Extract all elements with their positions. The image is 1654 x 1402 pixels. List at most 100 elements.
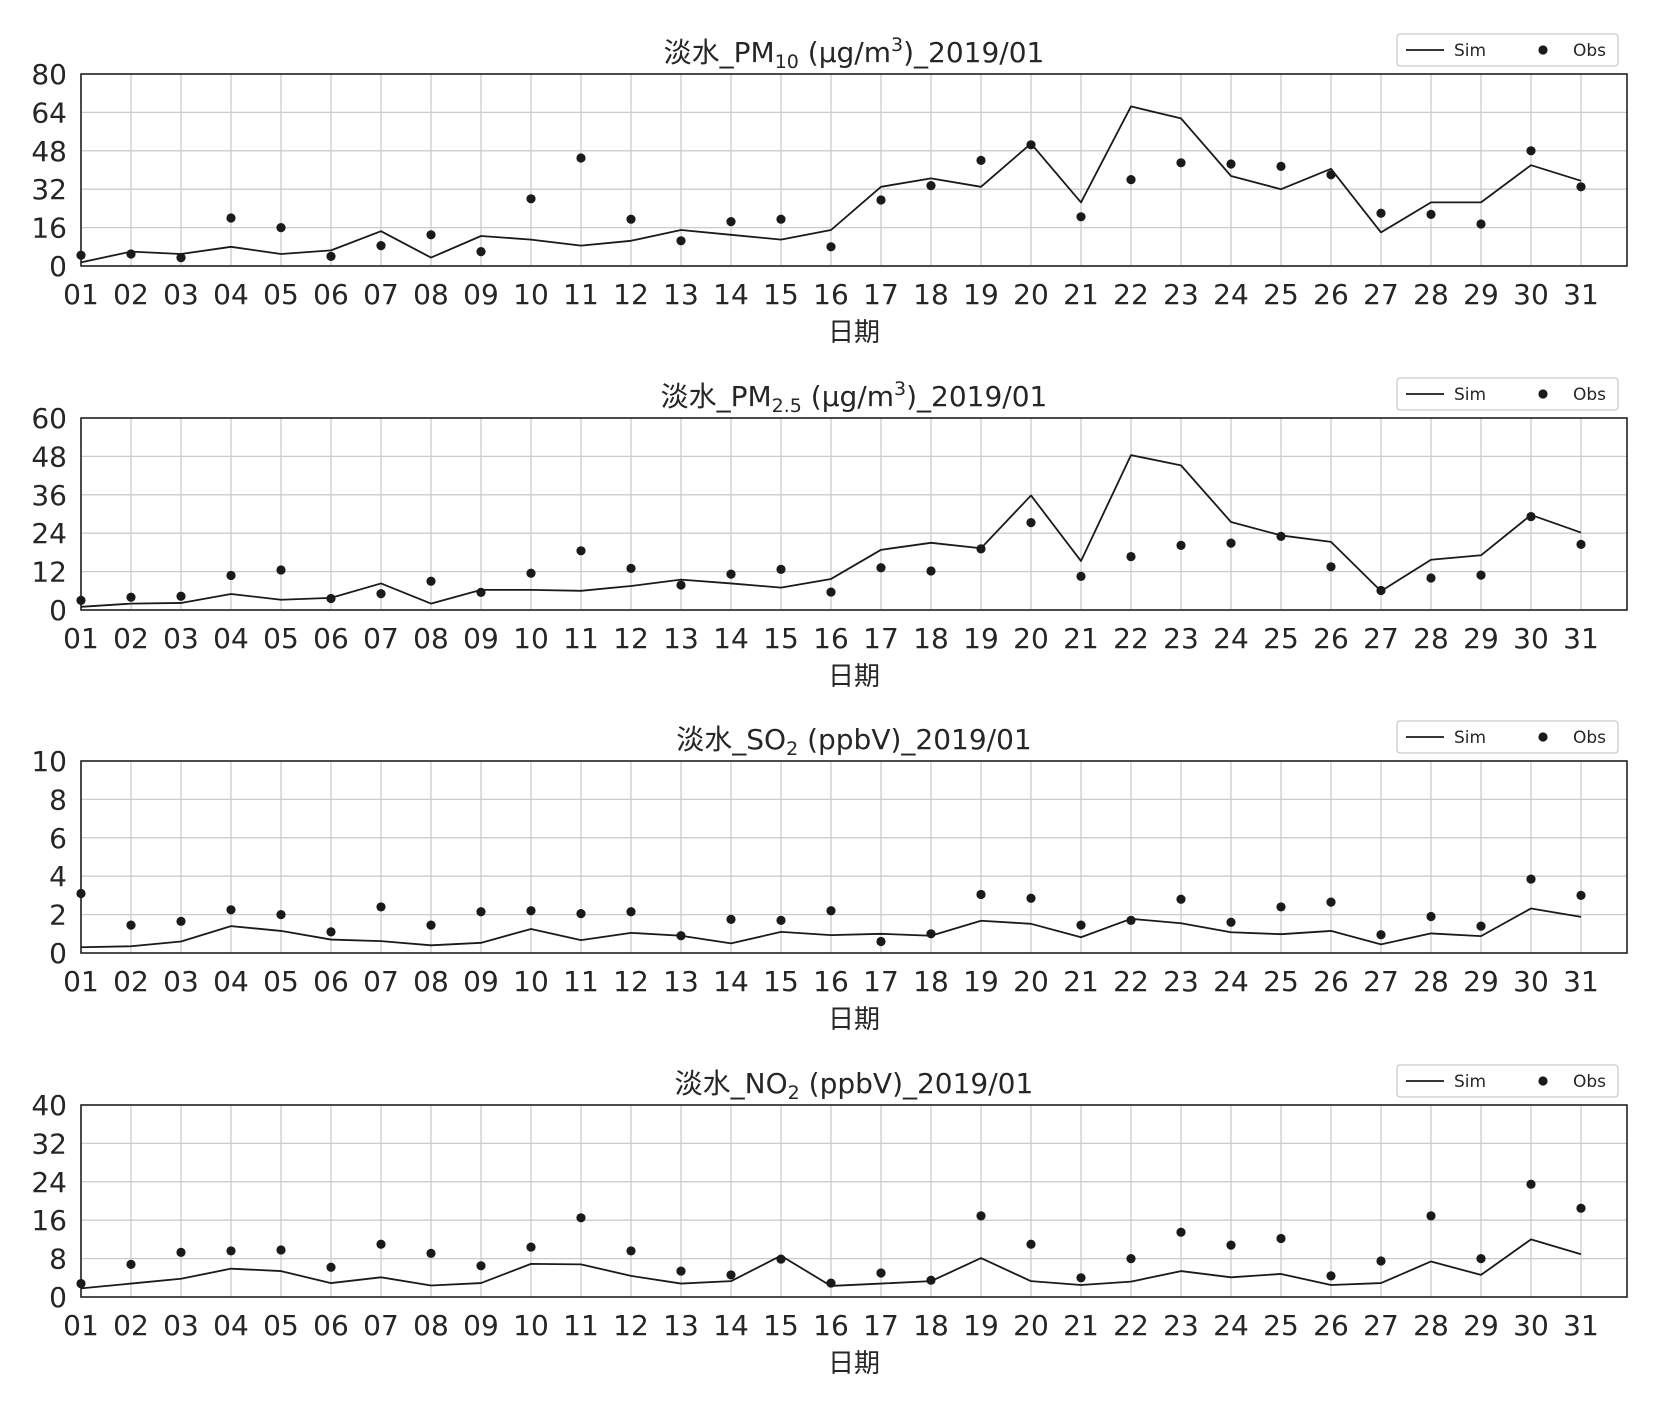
x-tick-label: 04: [213, 965, 249, 998]
gridlines: [80, 760, 1627, 954]
obs-point: [826, 587, 836, 597]
obs-point: [1026, 140, 1036, 150]
obs-point: [576, 1213, 586, 1223]
obs-point: [1476, 921, 1486, 931]
x-tick-label: 02: [113, 622, 149, 655]
obs-point: [176, 916, 186, 926]
x-tick-label: 22: [1113, 1309, 1149, 1342]
x-tick-label: 30: [1513, 1309, 1549, 1342]
obs-point: [876, 195, 886, 205]
y-tick-label: 2: [49, 899, 67, 932]
obs-point: [276, 1245, 286, 1255]
obs-point: [976, 889, 986, 900]
y-tick-label: 24: [31, 1166, 67, 1199]
x-axis-label: 日期: [828, 1005, 880, 1035]
obs-point: [1376, 1256, 1386, 1266]
obs-point: [976, 1211, 986, 1221]
x-tick-label: 07: [363, 1309, 399, 1342]
x-tick-label: 09: [463, 622, 499, 655]
obs-point: [576, 909, 586, 919]
x-tick-label: 22: [1113, 965, 1149, 998]
x-tick-label: 12: [613, 278, 649, 311]
x-tick-label: 21: [1063, 622, 1099, 655]
x-tick-label: 04: [213, 1309, 249, 1342]
x-tick-label: 09: [463, 1309, 499, 1342]
legend-box: [1396, 377, 1619, 411]
x-tick-label: 05: [263, 622, 299, 655]
x-tick-label: 26: [1313, 278, 1349, 311]
obs-point: [676, 236, 686, 246]
x-tick-label: 08: [413, 622, 449, 655]
x-tick-label: 20: [1013, 278, 1049, 311]
obs-point: [976, 155, 986, 165]
x-tick-label: 11: [563, 278, 599, 311]
obs-point: [426, 576, 436, 586]
obs-point: [1526, 511, 1536, 522]
x-tick-label: 06: [313, 622, 349, 655]
obs-point: [276, 565, 286, 575]
obs-point: [1426, 209, 1436, 219]
obs-point: [276, 223, 286, 233]
x-tick-label: 28: [1413, 622, 1449, 655]
chart-title: 淡水_PM2.5 (μg/m3)_2019/01: [661, 378, 1048, 417]
x-tick-label: 14: [713, 1309, 749, 1342]
obs-point: [1026, 518, 1036, 528]
obs-point: [626, 214, 636, 224]
x-tick-label: 20: [1013, 1309, 1049, 1342]
x-tick-label: 18: [913, 1309, 949, 1342]
obs-point: [1126, 915, 1136, 925]
x-tick-label: 22: [1113, 622, 1149, 655]
obs-point: [1026, 1239, 1036, 1249]
x-tick-label: 21: [1063, 278, 1099, 311]
x-tick-label: 26: [1313, 965, 1349, 998]
obs-point: [876, 936, 886, 947]
obs-point: [826, 1278, 836, 1288]
y-tick-label: 40: [31, 1089, 67, 1122]
obs-point: [1076, 212, 1086, 222]
x-tick-label: 10: [513, 278, 549, 311]
obs-point: [1326, 897, 1336, 907]
x-tick-label: 16: [813, 278, 849, 311]
sim-series-line: [80, 105, 1582, 264]
x-tick-label: 05: [263, 278, 299, 311]
x-tick-label: 19: [963, 1309, 999, 1342]
obs-point: [1526, 874, 1536, 884]
obs-point: [576, 546, 586, 556]
obs-point: [326, 1262, 336, 1272]
x-tick-label: 07: [363, 965, 399, 998]
obs-point: [1226, 538, 1236, 548]
obs-point: [626, 907, 636, 917]
obs-point: [1176, 1227, 1186, 1237]
x-tick-label: 24: [1213, 278, 1249, 311]
x-tick-label: 31: [1563, 965, 1599, 998]
obs-point: [1326, 562, 1336, 572]
obs-point: [676, 1266, 686, 1276]
x-tick-label: 24: [1213, 965, 1249, 998]
chart-panel-2: 0 12 24 36 48 60 01 02 03 04 05 06 07 08 09 10 11 12 13 14 1…: [31, 377, 1628, 692]
obs-point: [776, 564, 786, 574]
obs-point: [926, 1275, 936, 1285]
y-tick-label: 64: [31, 96, 67, 129]
obs-point: [226, 213, 236, 223]
obs-point: [126, 920, 136, 930]
obs-series: [76, 874, 1586, 947]
legend-obs-label: Obs: [1573, 385, 1606, 405]
obs-point: [776, 915, 786, 925]
x-tick-label: 15: [763, 622, 799, 655]
obs-point: [76, 250, 86, 260]
x-tick-label: 31: [1563, 622, 1599, 655]
x-tick-label: 13: [663, 965, 699, 998]
y-tick-label: 16: [31, 212, 67, 245]
x-tick-label: 31: [1563, 1309, 1599, 1342]
obs-point: [476, 587, 486, 598]
x-tick-label: 29: [1463, 622, 1499, 655]
x-tick-label: 10: [513, 965, 549, 998]
x-tick-label: 25: [1263, 278, 1299, 311]
x-tick-label: 23: [1163, 622, 1199, 655]
obs-point: [226, 905, 236, 915]
obs-point: [76, 888, 86, 899]
obs-point: [226, 1246, 236, 1256]
y-tick-label: 80: [31, 58, 67, 91]
